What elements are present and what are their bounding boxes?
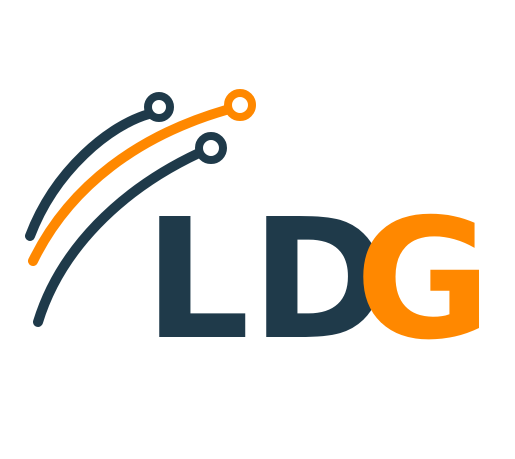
trace-middle-node (224, 89, 256, 121)
trace-inner (33, 148, 204, 327)
trace-inner-node (195, 132, 227, 164)
logo-letter-d: D (251, 184, 389, 377)
trace-outer-node (144, 92, 174, 122)
trace-middle (28, 105, 231, 266)
logo-letter-g: G (355, 184, 491, 377)
trace-outer (25, 109, 154, 241)
logo-letter-l: L (144, 184, 250, 377)
